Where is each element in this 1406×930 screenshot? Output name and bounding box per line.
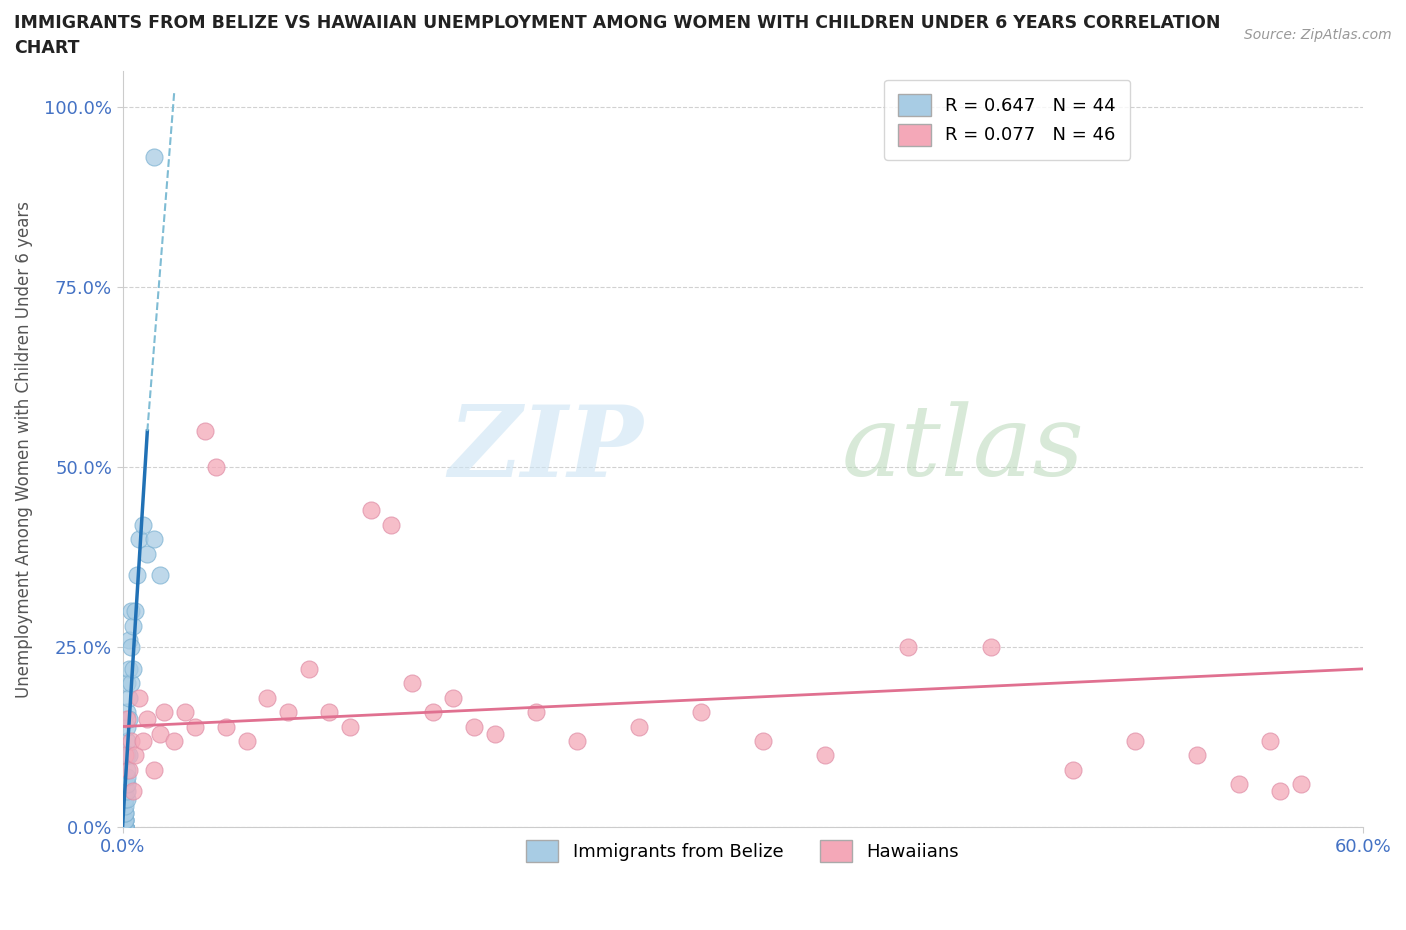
Point xyxy=(118,690,141,705)
Point xyxy=(690,705,713,720)
Point xyxy=(752,734,775,749)
Point xyxy=(980,640,1002,655)
Point xyxy=(114,805,136,820)
Point xyxy=(114,805,136,820)
Point xyxy=(118,711,141,726)
Point xyxy=(120,734,142,749)
Point xyxy=(184,719,207,734)
Point xyxy=(484,726,506,741)
Point xyxy=(121,784,143,799)
Point xyxy=(128,532,150,547)
Point xyxy=(401,676,423,691)
Point xyxy=(118,632,141,647)
Point xyxy=(277,705,299,720)
Text: ZIP: ZIP xyxy=(449,401,644,498)
Point xyxy=(1187,748,1209,763)
Point xyxy=(121,618,143,633)
Point xyxy=(142,150,165,165)
Point xyxy=(567,734,589,749)
Point xyxy=(118,748,141,763)
Point xyxy=(128,690,150,705)
Point xyxy=(422,705,444,720)
Point xyxy=(114,820,136,835)
Point xyxy=(163,734,186,749)
Point xyxy=(524,705,547,720)
Point xyxy=(118,661,141,676)
Point xyxy=(114,820,136,835)
Point xyxy=(142,532,165,547)
Point xyxy=(114,784,136,799)
Point xyxy=(115,705,138,720)
Point xyxy=(115,777,138,791)
Point xyxy=(115,734,138,749)
Point xyxy=(1268,784,1291,799)
Point xyxy=(124,604,146,618)
Point xyxy=(339,719,361,734)
Legend: Immigrants from Belize, Hawaiians: Immigrants from Belize, Hawaiians xyxy=(517,831,969,871)
Point xyxy=(204,459,226,474)
Point xyxy=(149,726,172,741)
Point xyxy=(115,676,138,691)
Point xyxy=(118,763,141,777)
Point xyxy=(115,763,138,777)
Point xyxy=(1258,734,1281,749)
Point xyxy=(142,763,165,777)
Point xyxy=(114,791,136,806)
Point xyxy=(114,820,136,835)
Point xyxy=(132,517,155,532)
Point xyxy=(120,676,142,691)
Point xyxy=(1062,763,1084,777)
Text: Source: ZipAtlas.com: Source: ZipAtlas.com xyxy=(1244,28,1392,42)
Point xyxy=(114,820,136,835)
Point xyxy=(136,546,159,561)
Point xyxy=(114,777,136,791)
Point xyxy=(256,690,278,705)
Text: atlas: atlas xyxy=(842,402,1084,497)
Point xyxy=(114,820,136,835)
Point xyxy=(297,661,319,676)
Point xyxy=(132,734,155,749)
Point xyxy=(1123,734,1146,749)
Point xyxy=(114,813,136,828)
Point xyxy=(115,791,138,806)
Point xyxy=(153,705,176,720)
Point xyxy=(628,719,651,734)
Point xyxy=(136,711,159,726)
Point xyxy=(114,798,136,813)
Point xyxy=(114,820,136,835)
Point xyxy=(120,640,142,655)
Point xyxy=(114,813,136,828)
Point xyxy=(114,813,136,828)
Point xyxy=(380,517,402,532)
Point xyxy=(814,748,837,763)
Point xyxy=(114,820,136,835)
Point xyxy=(1227,777,1250,791)
Point xyxy=(463,719,485,734)
Point xyxy=(897,640,920,655)
Point xyxy=(149,567,172,582)
Point xyxy=(115,719,138,734)
Point xyxy=(215,719,238,734)
Point xyxy=(235,734,257,749)
Y-axis label: Unemployment Among Women with Children Under 6 years: Unemployment Among Women with Children U… xyxy=(15,201,32,698)
Point xyxy=(441,690,464,705)
Point xyxy=(115,748,138,763)
Point xyxy=(115,769,138,784)
Point xyxy=(115,784,138,799)
Point xyxy=(120,604,142,618)
Point xyxy=(115,711,138,726)
Point xyxy=(114,748,136,763)
Point xyxy=(1289,777,1312,791)
Point xyxy=(318,705,340,720)
Text: IMMIGRANTS FROM BELIZE VS HAWAIIAN UNEMPLOYMENT AMONG WOMEN WITH CHILDREN UNDER : IMMIGRANTS FROM BELIZE VS HAWAIIAN UNEMP… xyxy=(14,14,1220,32)
Point xyxy=(360,503,382,518)
Point xyxy=(125,567,148,582)
Point xyxy=(124,748,146,763)
Point xyxy=(194,424,217,439)
Point xyxy=(173,705,195,720)
Text: CHART: CHART xyxy=(14,39,80,57)
Point xyxy=(121,661,143,676)
